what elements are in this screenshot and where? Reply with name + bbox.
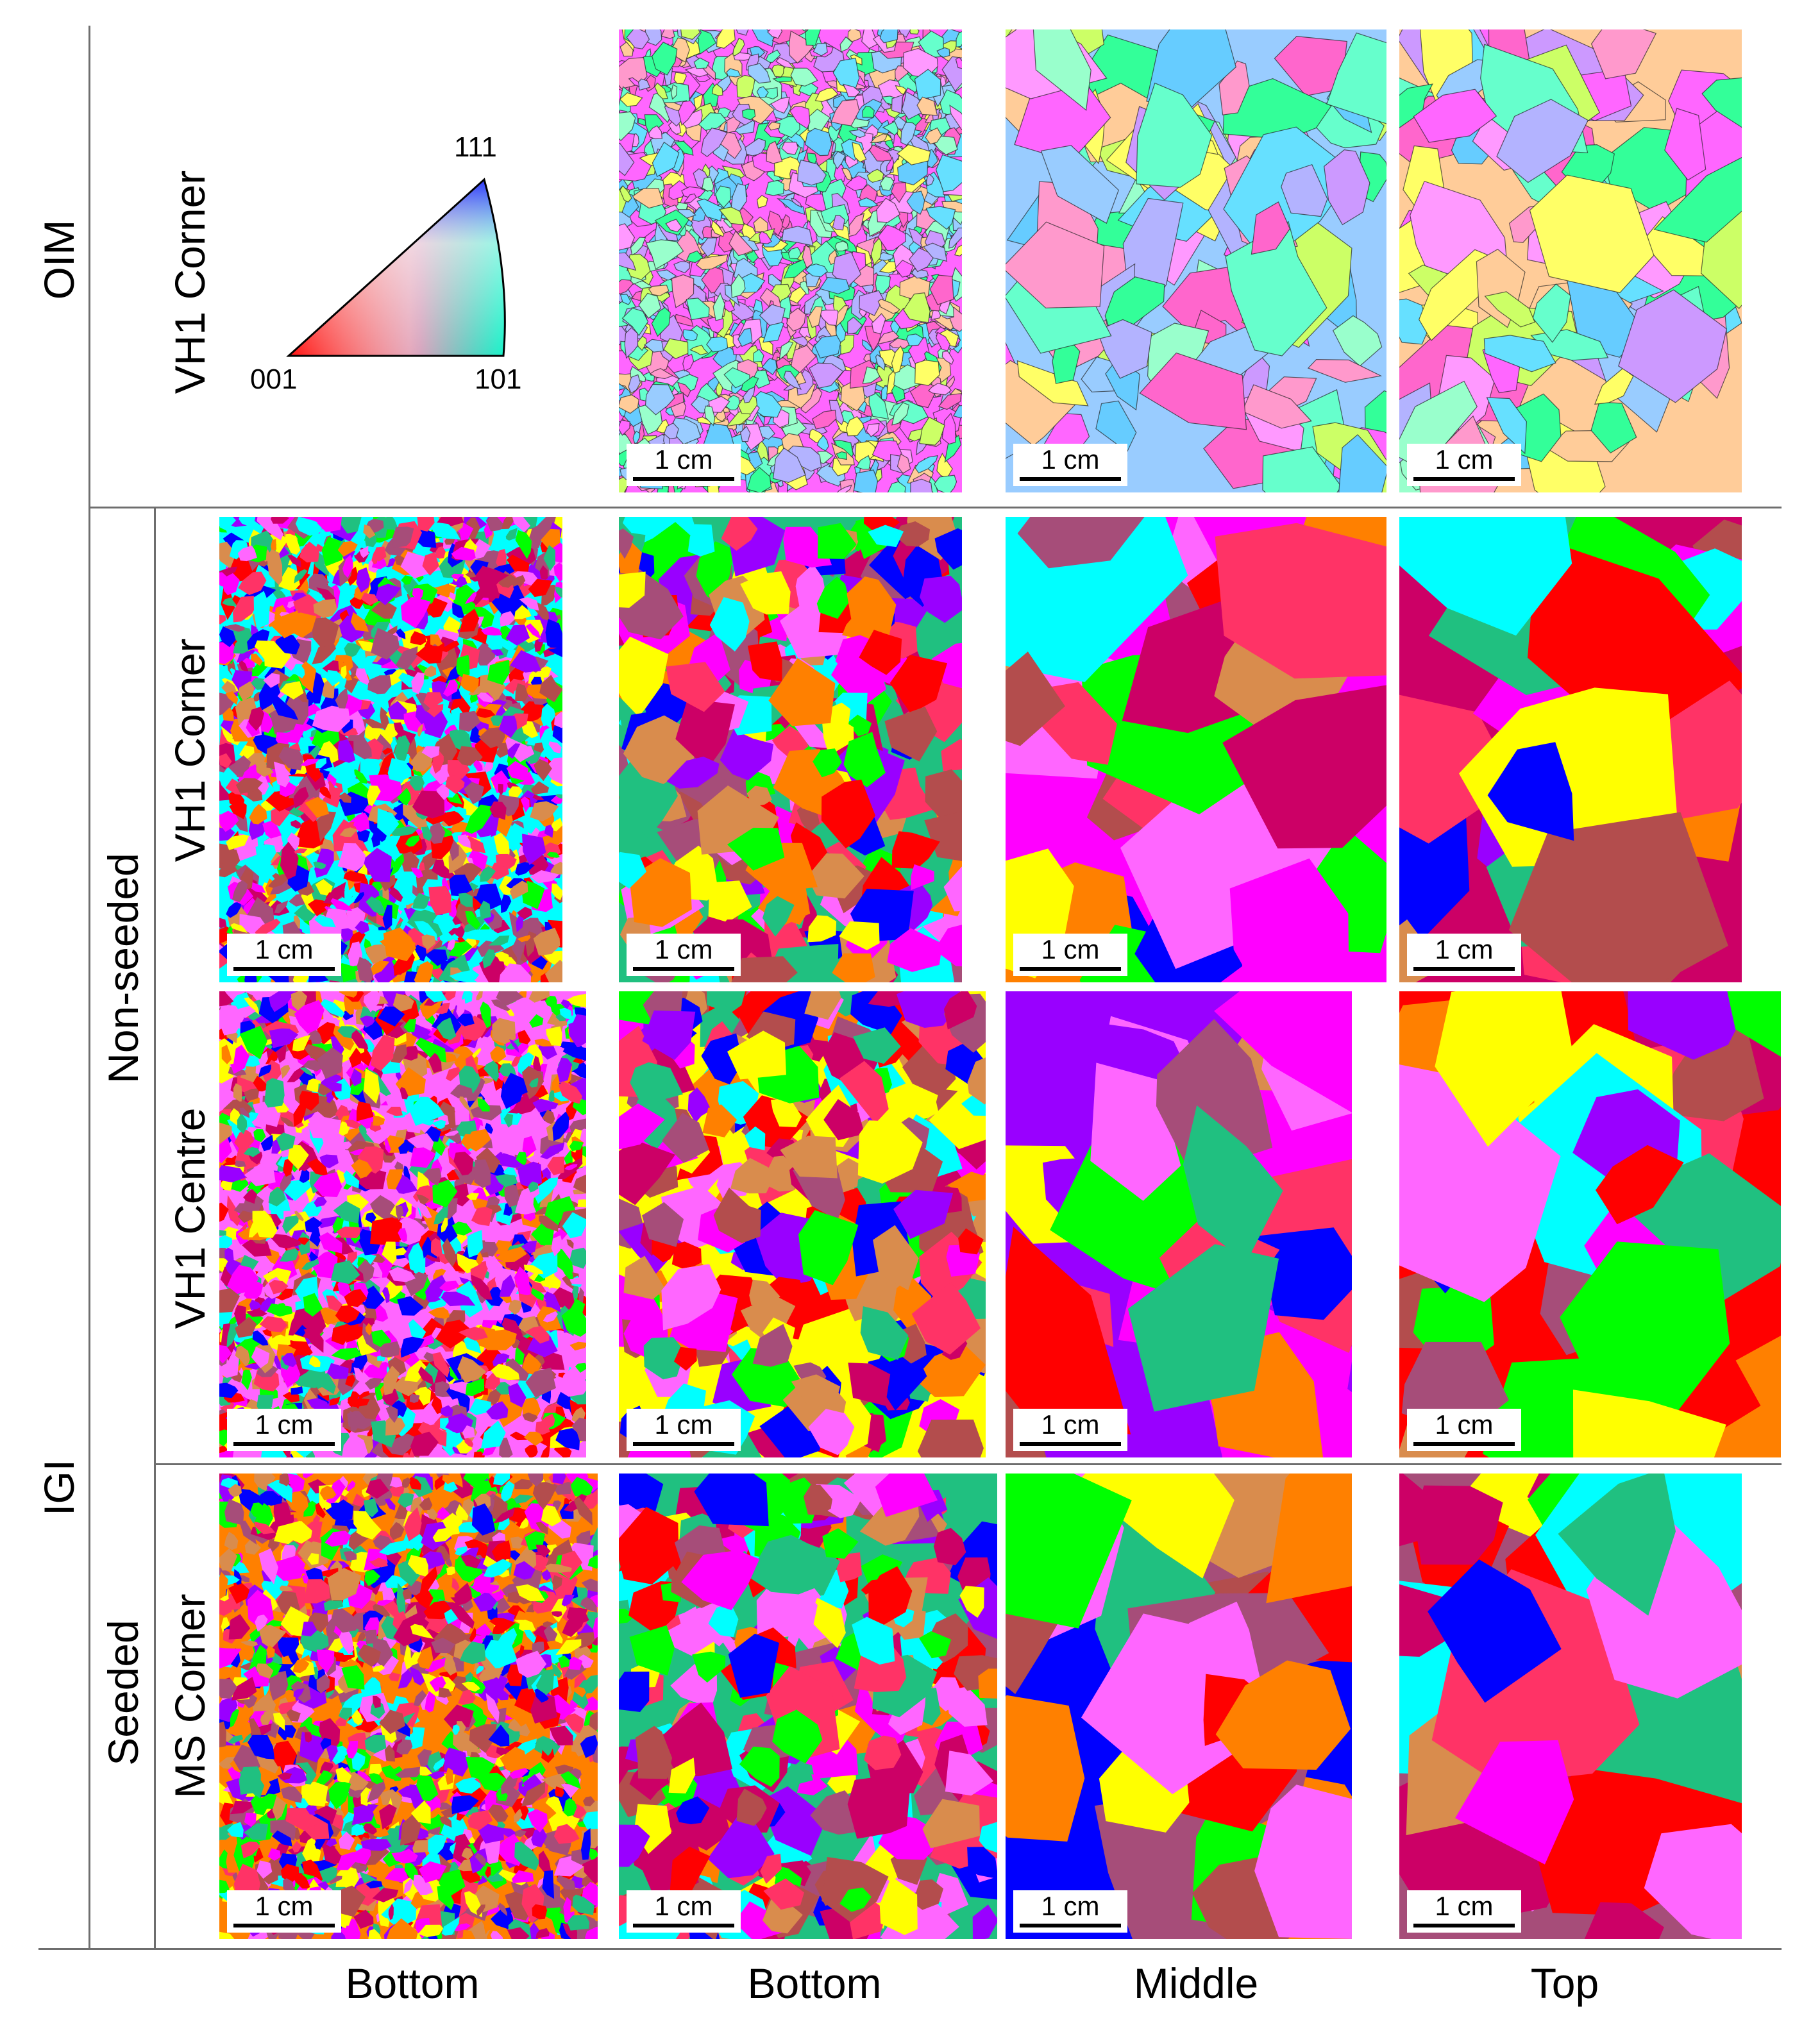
scale-bar: 1 cm xyxy=(227,1409,341,1451)
ipf-triangle xyxy=(286,178,506,357)
scale-bar-line xyxy=(1413,477,1515,481)
divider-vertical-inner xyxy=(154,508,156,1948)
scale-bar-label: 1 cm xyxy=(1041,934,1100,964)
scale-bar-label: 1 cm xyxy=(1041,444,1100,474)
column-label-bottom-2: Bottom xyxy=(747,1960,882,2007)
scale-bar: 1 cm xyxy=(627,1409,741,1451)
divider-horizontal-bottom xyxy=(38,1948,1782,1950)
divider-vertical-left xyxy=(88,26,90,1948)
scale-bar-label: 1 cm xyxy=(654,444,713,474)
grain-map xyxy=(1399,1474,1742,1939)
scale-bar-line xyxy=(633,477,734,481)
grain-map xyxy=(1399,29,1742,492)
scale-bar-label: 1 cm xyxy=(1041,1409,1100,1440)
scale-bar-line xyxy=(633,967,734,971)
scale-bar-label: 1 cm xyxy=(654,934,713,964)
scale-bar: 1 cm xyxy=(627,1890,741,1933)
scale-bar: 1 cm xyxy=(1407,444,1521,486)
scale-bar: 1 cm xyxy=(1407,934,1521,976)
scale-bar-line xyxy=(233,1924,335,1927)
micrograph-ms-corner-bottom-1: 1 cm xyxy=(219,1474,598,1939)
divider-horizontal-seeded xyxy=(154,1463,1782,1465)
micrograph-vh1-corner-bottom-2: 1 cm xyxy=(619,517,962,982)
grain-map xyxy=(1006,517,1386,982)
scale-bar-line xyxy=(1020,477,1121,481)
grain-map xyxy=(219,517,562,982)
scale-bar: 1 cm xyxy=(227,1890,341,1933)
scale-bar: 1 cm xyxy=(1013,1890,1127,1933)
scale-bar-line xyxy=(233,1442,335,1446)
ipf-color-key: 111 001 101 xyxy=(250,133,521,394)
grain-map xyxy=(619,29,962,492)
row-label-vh1-corner: VH1 Corner xyxy=(166,638,214,862)
scale-bar-line xyxy=(1020,1924,1121,1927)
column-label-middle: Middle xyxy=(1133,1960,1259,2007)
micrograph-ms-corner-middle: 1 cm xyxy=(1006,1474,1352,1939)
scale-bar: 1 cm xyxy=(627,444,741,486)
scale-bar: 1 cm xyxy=(1013,444,1127,486)
grain-map xyxy=(219,991,586,1457)
grain-map xyxy=(1399,991,1781,1457)
column-label-top: Top xyxy=(1530,1960,1599,2007)
ipf-label-111: 111 xyxy=(454,131,497,163)
scale-bar-line xyxy=(233,967,335,971)
scale-bar-label: 1 cm xyxy=(654,1891,713,1921)
scale-bar-label: 1 cm xyxy=(255,1409,314,1440)
row-label-vh1-corner-oim: VH1 Corner xyxy=(166,170,214,394)
grain-map xyxy=(219,1474,598,1939)
grain-map xyxy=(619,517,962,982)
micrograph-vh1-centre-bottom-2: 1 cm xyxy=(619,991,986,1457)
row-label-non-seeded: Non-seeded xyxy=(99,853,147,1084)
scale-bar: 1 cm xyxy=(1407,1409,1521,1451)
micrograph-ms-corner-top: 1 cm xyxy=(1399,1474,1742,1939)
grain-map xyxy=(1006,991,1352,1457)
row-label-oim: OIM xyxy=(35,219,83,300)
scale-bar-label: 1 cm xyxy=(255,1891,314,1921)
micrograph-vh1-corner-bottom-1: 1 cm xyxy=(219,517,562,982)
grain-map xyxy=(1006,1474,1352,1939)
scale-bar: 1 cm xyxy=(1407,1890,1521,1933)
divider-horizontal-oim xyxy=(88,507,1782,508)
micrograph-vh1-centre-middle: 1 cm xyxy=(1006,991,1352,1457)
scale-bar-label: 1 cm xyxy=(1435,1409,1494,1440)
micrograph-oim-top: 1 cm xyxy=(1399,29,1742,492)
scale-bar: 1 cm xyxy=(1013,934,1127,976)
scale-bar-label: 1 cm xyxy=(1435,444,1494,474)
micrograph-vh1-centre-bottom-1: 1 cm xyxy=(219,991,586,1457)
scale-bar: 1 cm xyxy=(227,934,341,976)
grain-map xyxy=(1006,29,1386,492)
grain-map xyxy=(619,1474,997,1939)
row-label-vh1-centre: VH1 Centre xyxy=(166,1107,214,1329)
scale-bar-label: 1 cm xyxy=(1435,934,1494,964)
scale-bar-label: 1 cm xyxy=(1435,1891,1494,1921)
scale-bar-line xyxy=(633,1924,734,1927)
column-label-bottom-1: Bottom xyxy=(345,1960,480,2007)
micrograph-ms-corner-bottom-2: 1 cm xyxy=(619,1474,997,1939)
micrograph-oim-middle: 1 cm xyxy=(1006,29,1386,492)
micrograph-vh1-centre-top: 1 cm xyxy=(1399,991,1781,1457)
grain-map xyxy=(619,991,986,1457)
scale-bar: 1 cm xyxy=(1013,1409,1127,1451)
scale-bar-line xyxy=(1020,1442,1121,1446)
scale-bar-label: 1 cm xyxy=(654,1409,713,1440)
scale-bar-line xyxy=(1413,967,1515,971)
micrograph-oim-bottom: 1 cm xyxy=(619,29,962,492)
grain-map xyxy=(1399,517,1742,982)
scale-bar-line xyxy=(1413,1442,1515,1446)
micrograph-vh1-corner-middle: 1 cm xyxy=(1006,517,1386,982)
scale-bar-line xyxy=(1020,967,1121,971)
scale-bar-line xyxy=(1413,1924,1515,1927)
row-label-seeded: Seeded xyxy=(99,1620,147,1766)
scale-bar-label: 1 cm xyxy=(1041,1891,1100,1921)
row-label-igi: IGI xyxy=(35,1459,83,1516)
scale-bar-line xyxy=(633,1442,734,1446)
scale-bar-label: 1 cm xyxy=(255,934,314,964)
scale-bar: 1 cm xyxy=(627,934,741,976)
ipf-label-001: 001 xyxy=(250,364,298,395)
ipf-label-101: 101 xyxy=(475,364,522,395)
micrograph-vh1-corner-top: 1 cm xyxy=(1399,517,1742,982)
row-label-ms-corner: MS Corner xyxy=(166,1593,214,1799)
